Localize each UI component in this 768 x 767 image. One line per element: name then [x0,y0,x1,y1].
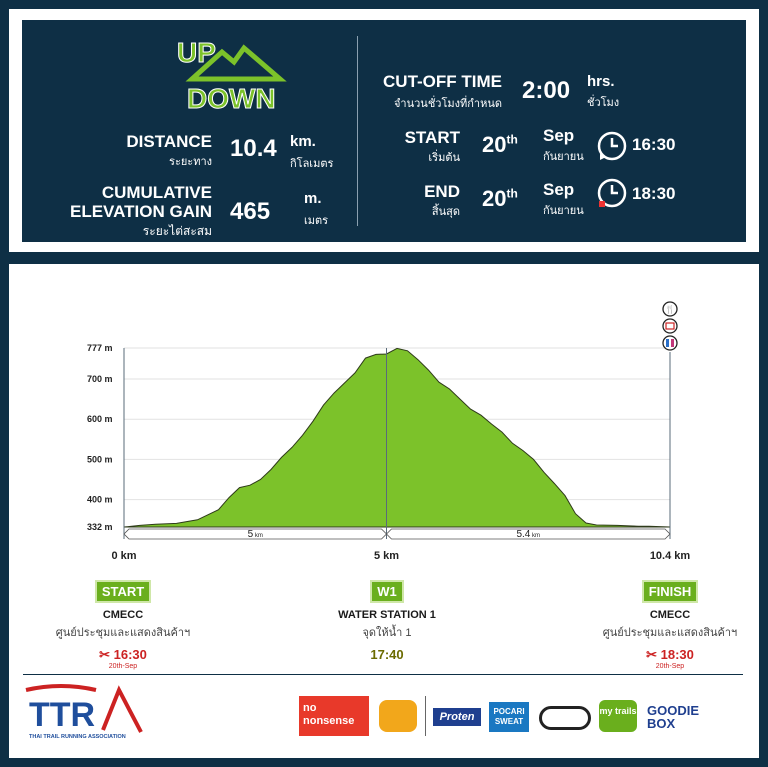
clock-start-icon [597,131,627,161]
sponsor-my-trails: my trails [599,700,637,732]
x-tick-label: 10.4 km [650,550,691,562]
start-label-th: เริ่มต้น [428,152,460,164]
race-info-panel: UP DOWN DISTANCE ระยะทาง 10.4 km. กิโลเม… [9,9,759,252]
checkpoint-name-th: ศูนย์ประชุมและแสดงสินค้าฯ [602,627,738,639]
start-month: Sep [543,126,575,145]
checkpoint-time: ✂ 18:30 [646,647,694,662]
checkpoint-lines [123,348,671,539]
distance-value: 10.4 [230,135,277,162]
segment-unit: km [530,533,540,539]
y-tick-label: 700 m [87,374,113,384]
checkpoint-start: START CMECC ศูนย์ประชุมและแสดงสินค้าฯ ✂ … [43,580,203,670]
logo-down-text: DOWN [187,83,276,114]
checkpoint-tag: FINISH [641,580,699,603]
distance-label: DISTANCE [126,132,212,151]
start-day: 20th [482,132,518,157]
checkpoint-time: 17:40 [370,647,404,662]
y-axis-ticks: 777 m 700 m 600 m 500 m 400 m 332 m [87,343,113,532]
svg-text:THAI TRAIL RUNNING ASSOCIATION: THAI TRAIL RUNNING ASSOCIATION [29,734,126,740]
sponsor-brand-logo [379,700,417,732]
up-down-logo: UP DOWN [177,37,287,114]
y-tick-label: 400 m [87,495,113,505]
x-axis-ticks: 0 km 5 km 10.4 km [111,550,690,562]
cutoff-unit: hrs. [587,73,615,90]
y-tick-label: 332 m [87,522,113,532]
ttr-logo: TTR THAI TRAIL RUNNING ASSOCIATION [25,684,143,740]
finish-amenity-icons: 🍴 [662,301,678,351]
medical-icon [662,318,678,334]
clock-end-icon [597,178,627,208]
logo-mountain-icon [185,44,287,82]
y-tick-label: 600 m [87,414,113,424]
elevation-panel: 777 m 700 m 600 m 500 m 400 m 332 m 5 km 5.4 k… [9,264,759,758]
elevation-area [123,347,671,528]
sponsor-no-nonsense: no nonsense [299,696,369,736]
start-month-th: กันยายน [543,151,584,163]
start-label: START [404,128,460,147]
sponsor-pocari: POCARI SWEAT [489,702,529,732]
end-label-th: สิ้นสุด [431,206,460,218]
segment-bar [385,528,671,540]
elevation-label-2: ELEVATION GAIN [70,202,212,221]
cutoff-label: CUT-OFF TIME [383,72,502,91]
footer-divider [23,674,743,675]
checkpoint-tag: START [94,580,152,603]
segment-label: 5.4 km [516,529,540,540]
x-tick-label: 0 km [111,550,136,562]
end-label: END [424,182,460,201]
end-time: 18:30 [632,184,676,203]
checkpoint-name: CMECC [649,609,691,621]
sponsor-coco [539,706,591,730]
sponsor-proten: Proten [433,708,481,726]
checkpoint-w1: W1 WATER STATION 1 จุดให้น้ำ 1 17:40 [307,580,467,662]
end-day: 20th [482,186,518,211]
checkpoint-name: CMECC [102,609,144,621]
checkpoint-date: 20th-Sep [108,663,138,670]
elevation-label-1: CUMULATIVE [101,183,212,202]
race-info-inner: UP DOWN DISTANCE ระยะทาง 10.4 km. กิโลเม… [22,20,746,242]
elevation-unit-th: เมตร [304,215,329,227]
elevation-unit: m. [304,190,322,207]
segment-distances: 5 km 5.4 km [123,528,671,540]
distance-unit: km. [290,133,316,150]
svg-text:TTR: TTR [29,696,95,734]
cutoff-label-th: จำนวนชั่วโมงที่กำหนด [393,98,502,110]
toilet-icon [662,335,678,351]
start-time: 16:30 [632,135,676,154]
cutoff-unit-th: ชั่วโมง [587,97,620,109]
end-month: Sep [543,180,575,199]
food-icon [662,301,678,317]
x-tick-label: 5 km [374,550,399,562]
end-month-th: กันยายน [543,205,584,217]
svg-text:🍴: 🍴 [665,304,675,314]
checkpoint-name-th: ศูนย์ประชุมและแสดงสินค้าฯ [55,627,191,639]
segment-label: 5 km [248,529,263,540]
segment-unit: km [253,533,263,539]
checkpoint-tag: W1 [370,580,404,603]
checkpoint-finish: FINISH CMECC ศูนย์ประชุมและแสดงสินค้าฯ ✂… [590,580,750,670]
elevation-label-th: ระยะไต่สะสม [142,224,212,238]
cutoff-value: 2:00 [522,77,571,104]
sponsor-divider [425,696,426,736]
elevation-value: 465 [230,198,271,225]
checkpoint-name-th: จุดให้น้ำ 1 [362,627,412,639]
y-tick-label: 777 m [87,343,113,353]
distance-unit-th: กิโลเมตร [290,158,334,170]
distance-label-th: ระยะทาง [169,156,212,168]
elevation-chart: 777 m 700 m 600 m 500 m 400 m 332 m 5 km 5.4 k… [87,301,690,562]
logo-up-text: UP [177,37,216,68]
header-divider [357,36,358,226]
checkpoint-time: ✂ 16:30 [99,647,147,662]
checkpoint-name: WATER STATION 1 [338,609,436,621]
sponsor-goodie-box: GOODIE BOX [647,703,700,731]
y-tick-label: 500 m [87,454,113,464]
checkpoint-date: 20th-Sep [655,663,685,670]
